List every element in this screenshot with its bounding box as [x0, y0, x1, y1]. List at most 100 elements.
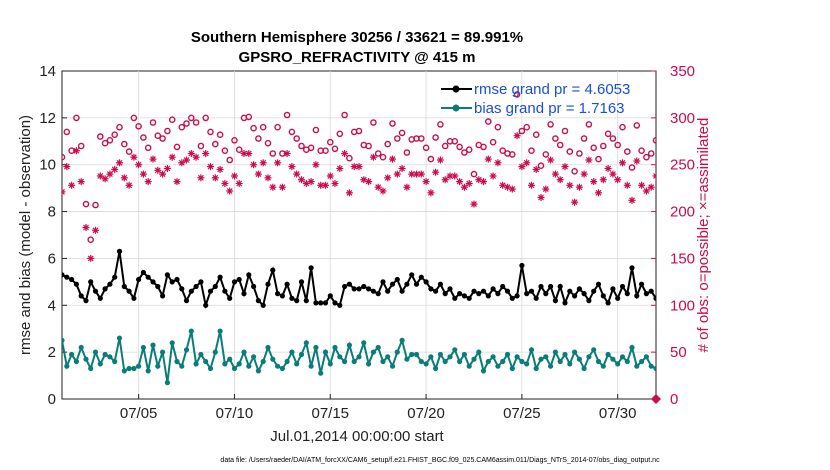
- data-point: [561, 127, 569, 135]
- data-point: [437, 351, 443, 358]
- data-point: [652, 172, 656, 180]
- data-point: [69, 351, 75, 358]
- data-point: [715, 154, 722, 161]
- data-point: [111, 165, 119, 173]
- data-point: [160, 349, 166, 355]
- data-point: [604, 165, 612, 172]
- data-point: [658, 293, 663, 298]
- data-point: [614, 141, 622, 149]
- zero-marker: [651, 394, 661, 404]
- data-point: [749, 293, 754, 298]
- data-point: [639, 281, 645, 287]
- data-point: [361, 340, 367, 346]
- data-point: [366, 361, 372, 367]
- data-point: [112, 358, 118, 365]
- data-point: [293, 135, 301, 142]
- data-point: [365, 178, 373, 186]
- data-point: [245, 113, 253, 121]
- data-point: [174, 276, 180, 283]
- data-point: [681, 180, 688, 187]
- data-point: [250, 124, 257, 132]
- data-point: [552, 349, 559, 355]
- data-point: [812, 124, 817, 129]
- data-point: [226, 156, 233, 164]
- data-point: [437, 121, 444, 128]
- data-point: [375, 344, 381, 351]
- data-point: [782, 158, 789, 165]
- data-point: [64, 363, 70, 369]
- data-point: [816, 291, 821, 296]
- data-point: [552, 298, 559, 304]
- data-point: [783, 123, 788, 128]
- data-point: [730, 147, 735, 152]
- data-point: [308, 265, 314, 271]
- legend-bias-label: bias grand pr = 1.7163: [474, 100, 625, 117]
- y2-tick-label: 350: [670, 63, 695, 80]
- data-point: [485, 293, 491, 299]
- data-point: [269, 150, 277, 157]
- data-point: [471, 356, 477, 362]
- data-point: [802, 137, 807, 142]
- data-point: [720, 167, 727, 174]
- data-point: [585, 121, 593, 128]
- data-point: [197, 174, 205, 182]
- data-point: [806, 167, 813, 174]
- data-point: [571, 167, 578, 175]
- data-point: [556, 176, 564, 184]
- series-line: [62, 330, 656, 383]
- data-point: [825, 158, 830, 165]
- data-point: [748, 150, 755, 157]
- data-point: [484, 155, 492, 163]
- data-point: [441, 176, 449, 184]
- data-point: [88, 365, 94, 372]
- data-point: [590, 178, 598, 186]
- data-point: [350, 163, 358, 171]
- data-point: [403, 149, 411, 156]
- data-point: [351, 286, 357, 292]
- data-point: [385, 288, 391, 294]
- data-point: [207, 128, 214, 136]
- data-point: [283, 111, 291, 119]
- data-point: [480, 288, 487, 294]
- data-point: [562, 300, 568, 306]
- series-3: [62, 132, 830, 262]
- data-point: [456, 143, 463, 151]
- y-tick-label: 4: [48, 297, 56, 314]
- data-point: [389, 120, 396, 127]
- data-point: [788, 354, 793, 359]
- data-point: [524, 361, 530, 367]
- data-point: [212, 349, 218, 355]
- data-point: [78, 344, 84, 351]
- data-point: [211, 174, 219, 182]
- data-point: [759, 291, 764, 296]
- data-point: [820, 184, 827, 191]
- data-point: [193, 283, 199, 290]
- data-point: [62, 337, 65, 343]
- data-point: [735, 354, 740, 359]
- data-point: [480, 368, 487, 374]
- data-point: [92, 226, 99, 234]
- data-point: [437, 281, 443, 287]
- data-point: [476, 291, 482, 297]
- data-point: [572, 293, 578, 299]
- data-point: [427, 155, 435, 163]
- data-point: [283, 150, 291, 157]
- x-tick-label: 07/10: [216, 405, 254, 422]
- data-point: [187, 114, 195, 122]
- data-point: [575, 183, 583, 191]
- data-point: [433, 365, 439, 372]
- footnote: data file: /Users/raeder/DAI/ATM_forcXX/…: [220, 457, 660, 464]
- data-point: [580, 170, 588, 178]
- data-point: [663, 361, 668, 366]
- data-point: [259, 159, 267, 167]
- data-point: [739, 176, 746, 183]
- data-point: [413, 351, 420, 358]
- data-point: [615, 295, 621, 301]
- data-point: [322, 349, 329, 355]
- y-tick-label: 12: [39, 110, 56, 127]
- data-point: [217, 328, 223, 334]
- data-point: [202, 114, 209, 122]
- data-point: [183, 347, 190, 353]
- data-point: [298, 142, 305, 150]
- data-point: [260, 358, 266, 365]
